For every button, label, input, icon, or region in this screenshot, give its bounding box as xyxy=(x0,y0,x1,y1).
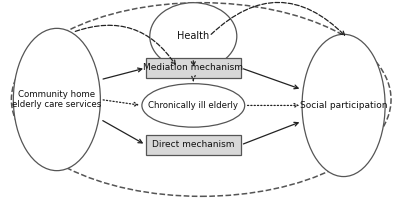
Text: Direct mechanism: Direct mechanism xyxy=(152,140,234,149)
Text: Mediation mechanism: Mediation mechanism xyxy=(143,63,243,72)
Text: Health: Health xyxy=(177,31,210,41)
Text: Social participation: Social participation xyxy=(300,101,387,110)
FancyBboxPatch shape xyxy=(146,135,241,155)
Text: Community home
elderly care services: Community home elderly care services xyxy=(12,90,102,109)
Ellipse shape xyxy=(302,34,385,177)
FancyBboxPatch shape xyxy=(146,58,241,78)
Ellipse shape xyxy=(142,84,245,127)
Text: Chronically ill elderly: Chronically ill elderly xyxy=(148,101,238,110)
Ellipse shape xyxy=(150,3,237,70)
Ellipse shape xyxy=(13,28,100,171)
